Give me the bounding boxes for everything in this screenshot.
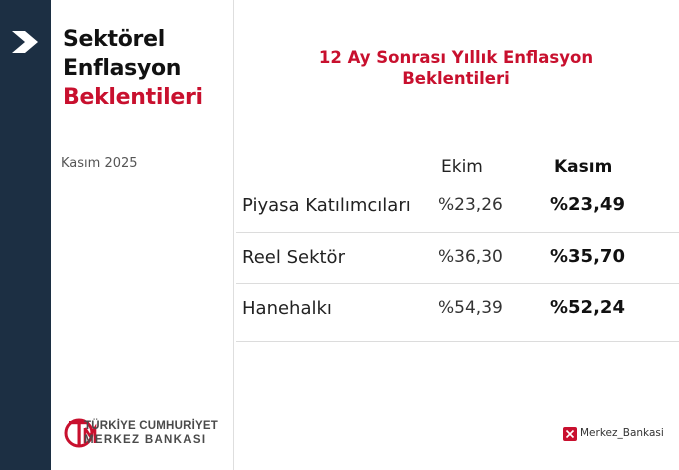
row-label: Hanehalkı: [242, 298, 332, 319]
title-line-2: Enflasyon: [63, 56, 182, 81]
side-nav-bar: [0, 0, 51, 470]
column-header-kasim: Kasım: [554, 157, 613, 177]
value-kasim: %23,49: [550, 194, 625, 215]
title-line-3: Beklentileri: [63, 85, 203, 110]
tcmb-logo-text: TÜRKİYE CUMHURİYET MERKEZ BANKASI: [84, 420, 218, 448]
value-ekim: %36,30: [438, 247, 503, 267]
logo-line-1: TÜRKİYE CUMHURİYET: [84, 420, 218, 432]
page-title: Sektörel Enflasyon Beklentileri: [63, 25, 228, 112]
logo-line-2: MERKEZ BANKASI: [84, 434, 207, 446]
table-title: 12 Ay Sonrası Yıllık Enflasyon Beklentil…: [318, 48, 594, 88]
value-ekim: %23,26: [438, 195, 503, 215]
sidebar-panel: Sektörel Enflasyon Beklentileri Kasım 20…: [51, 0, 234, 470]
tcmb-logo-mark: [64, 418, 97, 448]
column-header-ekim: Ekim: [441, 157, 483, 177]
x-icon[interactable]: [563, 427, 577, 441]
row-label: Reel Sektör: [242, 247, 345, 268]
tcmb-logo: TÜRKİYE CUMHURİYET MERKEZ BANKASI: [63, 416, 228, 450]
row-divider: [236, 283, 679, 284]
table-row: Hanehalkı %54,39 %52,24: [236, 285, 679, 335]
row-divider: [236, 341, 679, 342]
value-ekim: %54,39: [438, 298, 503, 318]
social-handle[interactable]: Merkez_Bankasi: [580, 427, 664, 439]
title-line-1: Sektörel: [63, 27, 165, 52]
row-label: Piyasa Katılımcıları: [242, 195, 411, 216]
value-kasim: %52,24: [550, 297, 625, 318]
table-row: Reel Sektör %36,30 %35,70: [236, 234, 679, 284]
value-kasim: %35,70: [550, 246, 625, 267]
table-row: Piyasa Katılımcıları %23,26 %23,49: [236, 182, 679, 232]
chevron-right-icon[interactable]: [12, 31, 38, 53]
row-divider: [236, 232, 679, 233]
report-date: Kasım 2025: [61, 156, 138, 171]
